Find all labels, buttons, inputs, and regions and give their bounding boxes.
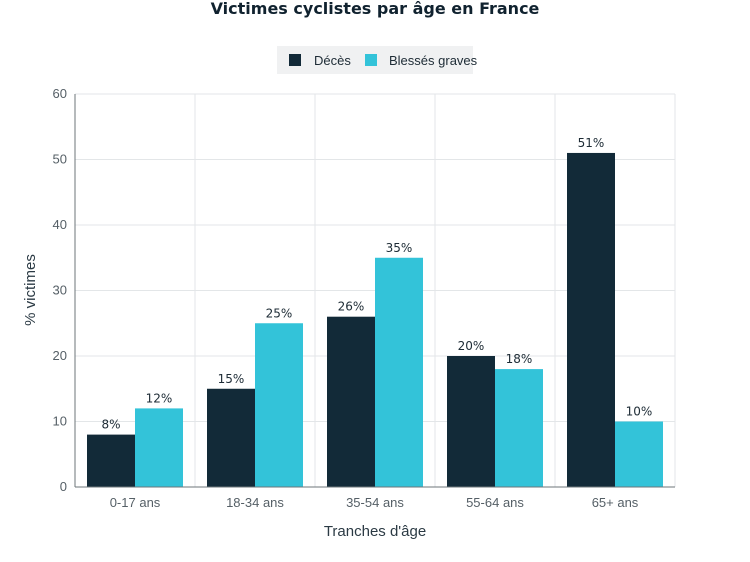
- y-tick-label: 0: [60, 479, 67, 494]
- bar-deces: [87, 434, 135, 487]
- bar-blesses-graves: [615, 421, 663, 487]
- bar-deces: [447, 356, 495, 487]
- y-tick-label: 50: [53, 152, 67, 167]
- x-tick-label: 0-17 ans: [110, 495, 161, 510]
- bar-blesses-graves: [375, 257, 423, 487]
- bars-layer: [87, 152, 663, 487]
- legend-swatch-deces: [289, 54, 301, 66]
- x-tick-label: 18-34 ans: [226, 495, 284, 510]
- y-axis-label: % victimes: [22, 254, 39, 326]
- data-label: 15%: [218, 372, 245, 386]
- y-tick-label: 20: [53, 348, 67, 363]
- x-axis-label: Tranches d'âge: [324, 523, 426, 540]
- y-tick-label: 40: [53, 217, 67, 232]
- data-label: 12%: [146, 391, 173, 405]
- y-tick-label: 30: [53, 283, 67, 298]
- y-tick-label: 10: [53, 414, 67, 429]
- chart-title: Victimes cyclistes par âge en France: [211, 0, 540, 18]
- legend-label-deces: Décès: [314, 53, 351, 68]
- x-tick-label: 35-54 ans: [346, 495, 404, 510]
- chart-legend: Décès Blessés graves: [277, 46, 478, 74]
- bar-blesses-graves: [135, 408, 183, 487]
- bar-deces: [207, 388, 255, 487]
- y-tick-label: 60: [53, 86, 67, 101]
- bar-blesses-graves: [255, 323, 303, 487]
- data-label: 8%: [101, 418, 120, 432]
- data-labels-layer: 8% 12% 15% 25% 26% 35% 20% 18% 51% 10%: [101, 136, 652, 432]
- data-label: 20%: [458, 339, 485, 353]
- data-label: 10%: [626, 405, 653, 419]
- axes-layer: 0 10 20 30 40 50 60 0-17 ans 18-34 ans 35-54 ans 5…: [53, 86, 675, 510]
- data-label: 18%: [506, 352, 533, 366]
- data-label: 26%: [338, 300, 365, 314]
- x-tick-label: 55-64 ans: [466, 495, 524, 510]
- legend-label-blesses-graves: Blessés graves: [389, 53, 478, 68]
- legend-swatch-blesses-graves: [365, 54, 377, 66]
- x-tick-label: 65+ ans: [592, 495, 639, 510]
- data-label: 25%: [266, 306, 293, 320]
- bar-blesses-graves: [495, 369, 543, 487]
- data-label: 51%: [578, 136, 605, 150]
- bar-deces: [327, 316, 375, 487]
- data-label: 35%: [386, 241, 413, 255]
- bar-deces: [567, 152, 615, 487]
